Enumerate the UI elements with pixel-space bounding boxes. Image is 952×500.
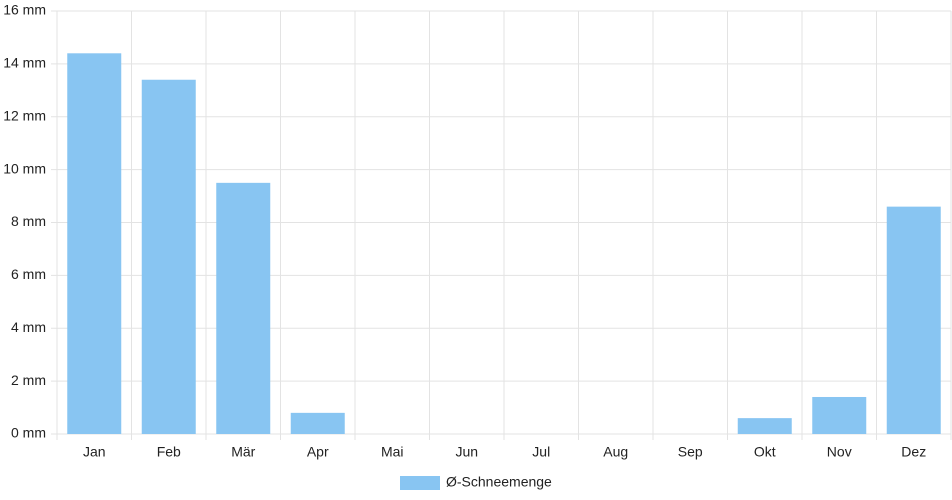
x-tick-label: Jan bbox=[83, 444, 106, 460]
bar bbox=[67, 53, 122, 435]
y-tick-label: 2 mm bbox=[11, 372, 46, 388]
bar bbox=[886, 206, 941, 434]
x-tick-label: Nov bbox=[827, 444, 852, 460]
bar bbox=[737, 418, 792, 434]
y-tick-label: 16 mm bbox=[3, 2, 46, 18]
y-tick-label: 12 mm bbox=[3, 107, 46, 123]
x-tick-label: Sep bbox=[678, 444, 703, 460]
legend-swatch bbox=[400, 476, 440, 490]
x-tick-label: Jul bbox=[532, 444, 550, 460]
x-tick-label: Feb bbox=[157, 444, 181, 460]
y-tick-label: 4 mm bbox=[11, 319, 46, 335]
x-tick-label: Jun bbox=[455, 444, 478, 460]
x-tick-label: Dez bbox=[901, 444, 926, 460]
legend-label: Ø-Schneemenge bbox=[446, 474, 552, 490]
y-tick-label: 14 mm bbox=[3, 55, 46, 71]
x-tick-label: Mai bbox=[381, 444, 404, 460]
y-tick-label: 10 mm bbox=[3, 160, 46, 176]
x-tick-label: Mär bbox=[231, 444, 255, 460]
bar bbox=[141, 79, 196, 435]
y-tick-label: 8 mm bbox=[11, 213, 46, 229]
x-tick-label: Okt bbox=[754, 444, 776, 460]
bar bbox=[812, 396, 867, 434]
y-tick-label: 6 mm bbox=[11, 266, 46, 282]
y-tick-label: 0 mm bbox=[11, 425, 46, 441]
bar bbox=[216, 182, 271, 434]
x-tick-label: Apr bbox=[307, 444, 329, 460]
x-tick-label: Aug bbox=[603, 444, 628, 460]
bar bbox=[290, 412, 345, 434]
